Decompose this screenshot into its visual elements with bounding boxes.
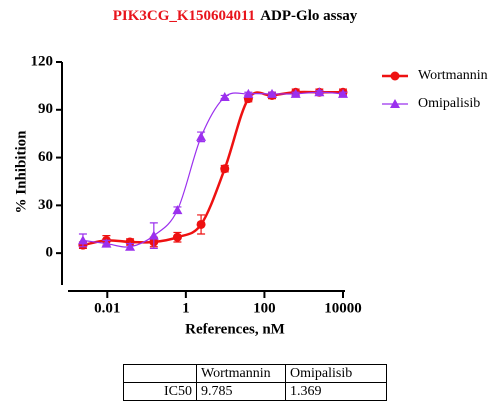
x-axis-label: References, nM: [185, 321, 285, 337]
marker: [338, 88, 348, 98]
series-line: [82, 91, 344, 248]
marker: [196, 131, 207, 141]
marker: [390, 71, 400, 81]
y-tick-label: 60: [38, 149, 53, 165]
marker: [267, 88, 278, 98]
table-cell: IC50: [123, 382, 197, 401]
title-part: ADP-Glo assay: [260, 8, 358, 24]
y-tick-label: 90: [38, 101, 53, 117]
marker: [314, 87, 325, 97]
x-tick-label: 1: [182, 300, 190, 316]
table-header: Omipalisib: [285, 364, 387, 383]
table-header: Wortmannin: [196, 364, 286, 383]
x-tick-label: 10000: [324, 300, 362, 316]
marker: [196, 219, 206, 229]
marker: [219, 92, 230, 102]
legend-label: Omipalisib: [418, 96, 480, 111]
y-axis-label: % Inhibition: [13, 130, 29, 214]
marker: [172, 205, 183, 215]
table-cell: [123, 364, 197, 383]
chart: PIK3CG_K150604011 ADP-Glo assay Reference…: [13, 8, 488, 337]
marker: [243, 88, 254, 98]
marker: [390, 99, 400, 108]
legend-label: Wortmannin: [418, 68, 488, 83]
marker: [148, 230, 159, 240]
y-tick-label: 120: [31, 53, 54, 69]
table-cell: 9.785: [196, 382, 286, 401]
y-tick-label: 30: [38, 197, 53, 213]
marker: [101, 238, 112, 248]
chart-title: PIK3CG_K150604011 ADP-Glo assay: [113, 8, 358, 24]
y-tick-label: 0: [46, 245, 54, 261]
marker: [220, 164, 230, 174]
marker: [77, 235, 88, 245]
marker: [125, 241, 136, 251]
ic50-table: Wortmannin Omipalisib IC50 9.785 1.369: [123, 364, 387, 401]
marker: [172, 232, 182, 242]
x-tick-label: 100: [253, 300, 276, 316]
title-part: PIK3CG_K150604011: [113, 8, 256, 24]
marker: [290, 88, 301, 98]
x-tick-label: 0.01: [94, 300, 120, 316]
series-line: [82, 90, 343, 247]
table-cell: 1.369: [285, 382, 387, 401]
